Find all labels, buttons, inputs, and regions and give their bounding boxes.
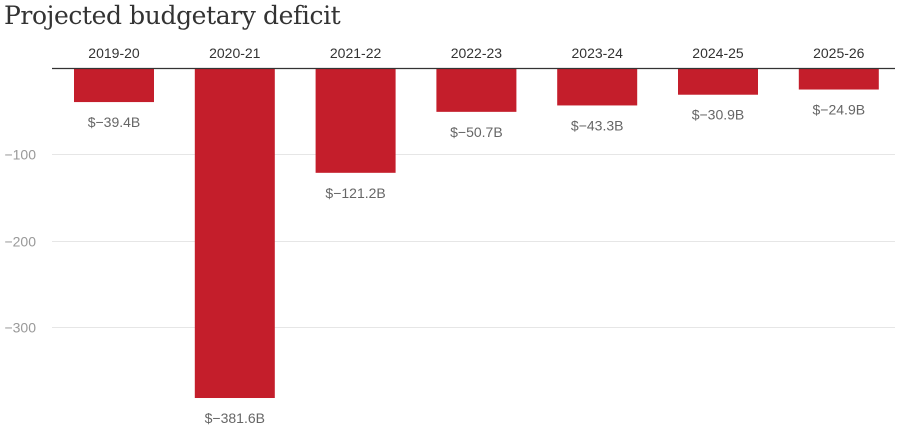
category-label: 2023-24 (572, 45, 624, 61)
data-label: $−381.6B (205, 410, 265, 426)
category-label: 2022-23 (451, 45, 503, 61)
data-label: $−24.9B (813, 102, 866, 118)
data-label: $−121.2B (325, 185, 385, 201)
y-tick-label: −200 (4, 234, 36, 250)
bars (74, 68, 879, 399)
y-tick-label: −300 (4, 320, 36, 336)
category-label: 2021-22 (330, 45, 382, 61)
bar-2022-23 (436, 68, 517, 112)
category-label: 2024-25 (692, 45, 744, 61)
y-tick-label: −100 (4, 147, 36, 163)
bar-2019-20 (74, 68, 154, 103)
bar-2020-21 (194, 68, 275, 399)
bar-2024-25 (678, 68, 758, 95)
labels: −100 −200 −300 2019-20 $−39.4B 2020-21 $−381.6… (4, 45, 865, 426)
data-label: $−43.3B (571, 117, 624, 133)
data-label: $−30.9B (692, 107, 745, 123)
bar-2025-26 (798, 68, 879, 90)
chart-title: Projected budgetary deficit (4, 1, 341, 30)
category-label: 2025-26 (813, 45, 865, 61)
gridlines (52, 154, 895, 328)
bar-2021-22 (315, 68, 396, 173)
category-label: 2020-21 (209, 45, 261, 61)
data-label: $−39.4B (88, 114, 141, 130)
data-label: $−50.7B (450, 124, 503, 140)
bar-2023-24 (557, 68, 638, 106)
category-label: 2019-20 (88, 45, 140, 61)
